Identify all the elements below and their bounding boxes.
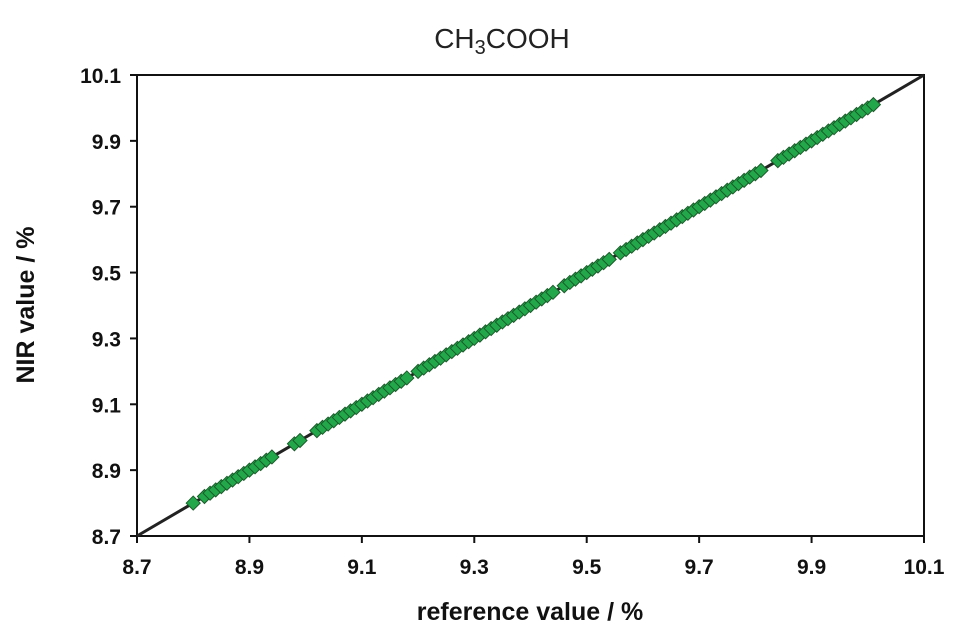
y-tick-label: 8.9 (92, 460, 121, 483)
y-tick-label: 9.9 (92, 131, 121, 154)
x-tick-label: 8.9 (235, 556, 264, 579)
x-axis-title: reference value / % (417, 598, 644, 626)
data-point (865, 96, 882, 113)
y-tick-label: 10.1 (80, 65, 121, 88)
x-axis-ticks (136, 536, 925, 543)
data-point (753, 162, 769, 179)
data-point (185, 495, 201, 511)
chart-title-main: CH (434, 23, 474, 54)
x-tick-label: 9.9 (797, 556, 826, 579)
chart-title-rest: COOH (486, 23, 570, 54)
x-tick-label: 9.5 (572, 556, 602, 579)
data-point (292, 432, 308, 449)
chart-title: CH3COOH (434, 23, 570, 59)
y-axis-title: NIR value / % (12, 227, 40, 384)
x-tick-label: 10.1 (904, 556, 945, 579)
data-points (185, 96, 882, 511)
x-tick-label: 9.7 (685, 556, 714, 579)
x-tick-label: 8.7 (122, 556, 151, 579)
y-tick-label: 8.7 (92, 526, 121, 549)
y-tick-label: 9.1 (92, 394, 122, 417)
data-point (399, 370, 415, 386)
x-axis-tick-labels: 8.7 8.9 9.1 9.3 9.5 9.7 9.9 10.1 (122, 556, 944, 579)
data-point (545, 284, 561, 301)
y-tick-label: 9.3 (92, 328, 121, 351)
y-tick-label: 9.7 (92, 197, 121, 220)
data-point (601, 251, 617, 268)
y-axis-tick-labels: 8.7 8.9 9.1 9.3 9.5 9.7 9.9 10.1 (80, 65, 121, 549)
x-tick-label: 9.1 (347, 556, 377, 579)
data-point (264, 449, 280, 465)
y-axis-ticks (130, 74, 137, 537)
chart-title-subscript: 3 (475, 37, 486, 59)
y-tick-label: 9.5 (92, 263, 122, 286)
x-tick-label: 9.3 (460, 556, 489, 579)
